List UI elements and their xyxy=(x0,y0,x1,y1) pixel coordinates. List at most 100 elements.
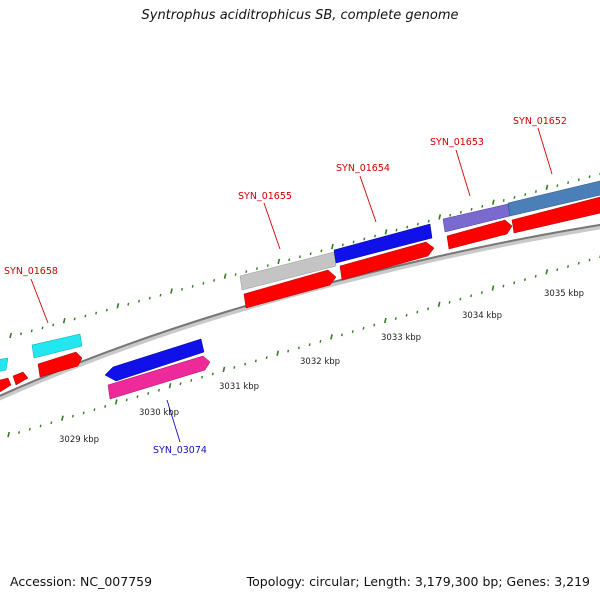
scale-tick-inner xyxy=(383,317,387,324)
scale-tick-inner xyxy=(39,424,42,428)
gene-steel-syn01652[interactable] xyxy=(507,180,600,217)
scale-tick-inner xyxy=(319,339,322,343)
scale-tick-outer xyxy=(374,234,377,238)
scale-tick-inner xyxy=(523,278,526,281)
gene-label-syn01654[interactable]: SYN_01654 xyxy=(336,163,390,174)
scale-tick-outer xyxy=(62,317,66,324)
gene-red-a[interactable] xyxy=(37,351,83,378)
scale-tick-outer xyxy=(481,204,484,208)
gene-label-syn03074[interactable]: SYN_03074 xyxy=(153,445,207,456)
gene-red-left2[interactable] xyxy=(12,371,29,386)
scale-tick-outer xyxy=(352,240,355,244)
gene-red-b[interactable] xyxy=(243,269,337,309)
scale-tick-inner xyxy=(534,274,537,278)
scale-tick-outer xyxy=(459,210,462,214)
scale-tick-inner xyxy=(125,398,128,402)
scale-tick-outer xyxy=(73,317,76,321)
gene-cyan-left[interactable] xyxy=(0,357,9,372)
scale-tick-inner xyxy=(427,307,430,311)
scale-tick-inner xyxy=(416,310,419,314)
gene-red-d[interactable] xyxy=(446,219,513,250)
accession-text: Accession: NC_007759 xyxy=(10,574,153,589)
scale-tick-inner xyxy=(362,326,365,330)
callout-syn01652 xyxy=(537,127,553,175)
scale-tick-outer xyxy=(438,214,442,220)
kbp-labels: 3029 kbp 3030 kbp 3031 kbp 3032 kbp 3033… xyxy=(59,289,584,445)
gene-red-c[interactable] xyxy=(339,241,435,281)
scale-tick-outer xyxy=(41,326,44,330)
scale-tick-inner xyxy=(588,258,591,262)
scale-tick-outer xyxy=(191,284,194,288)
gene-blue-syn01654[interactable] xyxy=(333,223,433,264)
scale-tick-outer xyxy=(30,329,33,333)
scale-tick-outer xyxy=(556,184,559,188)
scale-tick-inner xyxy=(448,300,451,304)
callout-syn01653 xyxy=(455,149,471,197)
kbp-label-3033: 3033 kbp xyxy=(381,333,421,343)
gene-grey-syn01655[interactable] xyxy=(239,251,337,291)
scale-tick-inner xyxy=(28,427,31,431)
scale-tick-outer xyxy=(567,181,570,185)
scale-tick-outer xyxy=(138,299,141,303)
scale-tick-outer xyxy=(127,302,130,306)
scale-tick-inner xyxy=(502,284,505,288)
scale-tick-inner xyxy=(190,379,193,382)
gene-red-left1[interactable] xyxy=(0,377,12,393)
gene-cyan-syn01658[interactable] xyxy=(31,333,83,359)
inner-ticks xyxy=(7,254,600,438)
scale-tick-inner xyxy=(201,375,204,379)
scale-tick-inner xyxy=(491,285,495,291)
scale-tick-outer xyxy=(116,303,120,309)
scale-tick-outer xyxy=(202,281,205,285)
scale-tick-inner xyxy=(405,313,408,317)
scale-tick-inner xyxy=(18,431,21,434)
scale-tick-outer xyxy=(298,255,301,259)
gene-blue-lower[interactable] xyxy=(104,338,205,382)
gene-red-e[interactable] xyxy=(511,196,600,234)
callout-syn01654 xyxy=(359,175,377,223)
scale-tick-outer xyxy=(545,184,549,191)
kbp-label-3030: 3030 kbp xyxy=(139,408,179,418)
scale-tick-inner xyxy=(297,346,300,350)
map-title: Syntrophus aciditrophicus SB, complete g… xyxy=(141,8,459,23)
scale-tick-inner xyxy=(459,297,462,301)
kbp-label-3032: 3032 kbp xyxy=(300,357,340,367)
scale-tick-inner xyxy=(222,366,226,373)
scale-tick-inner xyxy=(513,281,516,285)
callout-syn01655 xyxy=(263,202,281,250)
scale-tick-outer xyxy=(105,308,108,312)
scale-tick-outer xyxy=(213,279,216,282)
scale-tick-inner xyxy=(168,382,172,389)
scale-tick-inner xyxy=(577,261,580,265)
gene-label-syn01652[interactable]: SYN_01652 xyxy=(513,116,567,127)
callout-lines xyxy=(30,127,553,443)
scale-tick-outer xyxy=(395,228,398,232)
scale-tick-outer xyxy=(588,175,591,179)
gene-magenta-syn03074[interactable] xyxy=(107,355,211,400)
scale-tick-outer xyxy=(470,207,473,211)
scale-tick-outer xyxy=(577,178,580,182)
scale-tick-outer xyxy=(331,243,334,250)
scale-tick-outer xyxy=(159,293,162,297)
scale-tick-inner xyxy=(104,405,107,408)
scale-tick-outer xyxy=(20,332,23,336)
scale-tick-outer xyxy=(266,264,269,268)
scale-tick-inner xyxy=(556,268,559,272)
scale-tick-outer xyxy=(534,190,537,193)
scale-tick-inner xyxy=(567,265,569,268)
scale-tick-inner xyxy=(470,294,473,298)
scale-tick-inner xyxy=(7,431,10,438)
scale-tick-outer xyxy=(9,332,12,339)
scale-tick-outer xyxy=(491,199,495,205)
gene-label-syn01653[interactable]: SYN_01653 xyxy=(430,137,484,148)
scale-tick-inner xyxy=(437,301,441,308)
gene-features xyxy=(0,180,600,400)
scale-tick-outer xyxy=(320,249,323,253)
scale-tick-inner xyxy=(265,356,268,360)
scale-tick-outer xyxy=(363,237,366,241)
scale-tick-outer xyxy=(449,213,452,217)
gene-label-syn01658[interactable]: SYN_01658 xyxy=(4,266,58,277)
scale-tick-inner xyxy=(340,333,343,337)
gene-label-syn01655[interactable]: SYN_01655 xyxy=(238,191,292,202)
